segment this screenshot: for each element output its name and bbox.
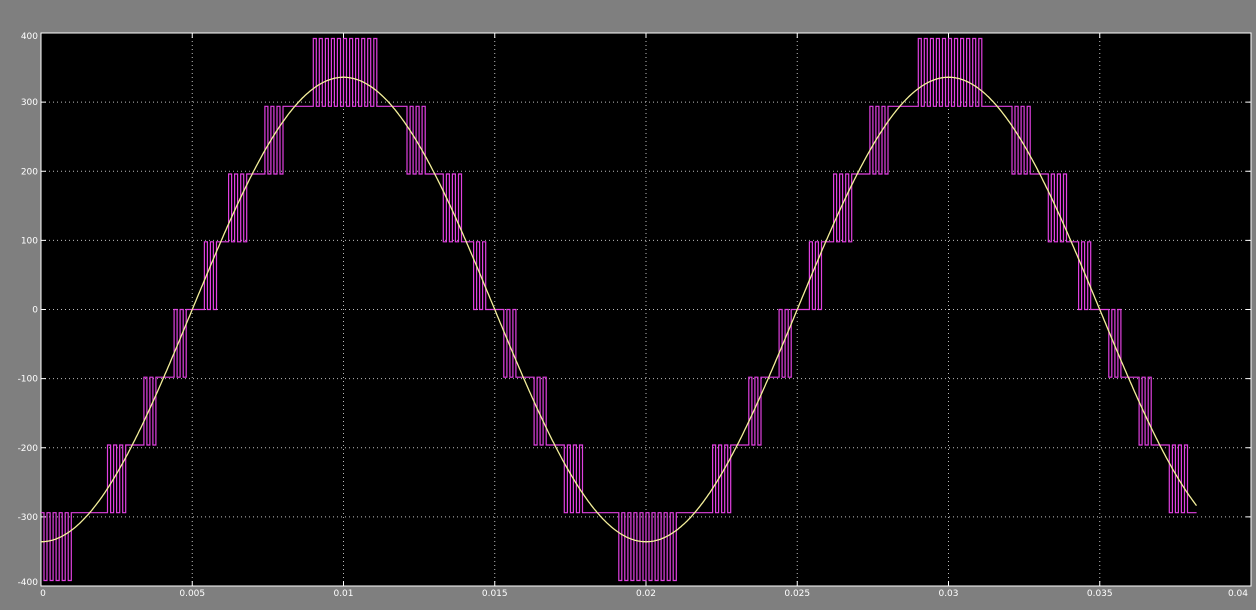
y-tick-label: 0 bbox=[32, 306, 38, 316]
sine-series-line bbox=[40, 76, 1198, 543]
y-tick-label: -300 bbox=[18, 513, 39, 523]
y-axis-ticks: 400 300 200 100 0 -100 -200 -300 -400 bbox=[18, 32, 1251, 588]
x-tick-label: 0.005 bbox=[179, 589, 205, 599]
x-tick-label: 0.01 bbox=[333, 589, 353, 599]
x-tick-label: 0.035 bbox=[1087, 589, 1113, 599]
series-layer bbox=[40, 37, 1198, 582]
x-tick-label: 0.025 bbox=[784, 589, 810, 599]
y-tick-label: 400 bbox=[21, 32, 38, 42]
x-axis-ticks: 0 0.005 0.01 0.015 0.02 0.025 0.03 0.035 0.04 bbox=[40, 33, 1252, 599]
x-tick-label: 0.015 bbox=[482, 589, 508, 599]
x-tick-label: 0.03 bbox=[938, 589, 958, 599]
y-tick-label: -100 bbox=[18, 375, 39, 385]
x-tick-label: 0.04 bbox=[1228, 589, 1248, 599]
x-tick-label: 0 bbox=[40, 589, 46, 599]
y-tick-label: 300 bbox=[21, 98, 38, 108]
pwm-series-line bbox=[41, 37, 1197, 582]
y-tick-label: 100 bbox=[21, 236, 38, 246]
y-tick-label: 200 bbox=[21, 167, 38, 177]
x-tick-label: 0.02 bbox=[636, 589, 656, 599]
y-tick-label: -400 bbox=[18, 578, 39, 588]
y-tick-label: -200 bbox=[18, 444, 39, 454]
